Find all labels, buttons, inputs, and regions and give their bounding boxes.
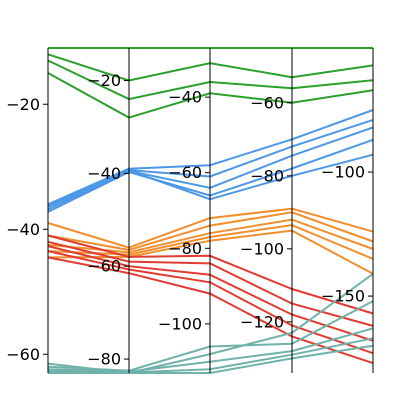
axis-3-tick-label: −80 bbox=[168, 239, 202, 258]
axis-3-tick-label: −40 bbox=[168, 88, 202, 107]
axis-3-tick-label: −100 bbox=[158, 314, 202, 333]
axis-2-tick-label: −20 bbox=[87, 71, 121, 90]
axis-4-tick-label: −80 bbox=[250, 166, 284, 185]
axis-1-tick-label: −60 bbox=[6, 345, 40, 364]
axis-4-tick-label: −100 bbox=[240, 239, 284, 258]
axis-2-tick-label: −60 bbox=[87, 257, 121, 276]
axis-4-tick-label: −120 bbox=[240, 312, 284, 331]
axis-1-tick-label: −20 bbox=[6, 95, 40, 114]
axes: −20 −40 −60 −20 −40 −60 −80 −40 −60 −80 −100 −60 −80… bbox=[6, 48, 374, 373]
axis-2-tick-label: −40 bbox=[87, 164, 121, 183]
axis-5-tick-label: −150 bbox=[321, 287, 365, 306]
axis-1-tick-label: −40 bbox=[6, 220, 40, 239]
axis-3-tick-label: −60 bbox=[168, 163, 202, 182]
axis-5-tick-label: −100 bbox=[321, 163, 365, 182]
axis-4-tick-label: −60 bbox=[250, 93, 284, 112]
axis-2-tick-label: −80 bbox=[87, 350, 121, 369]
